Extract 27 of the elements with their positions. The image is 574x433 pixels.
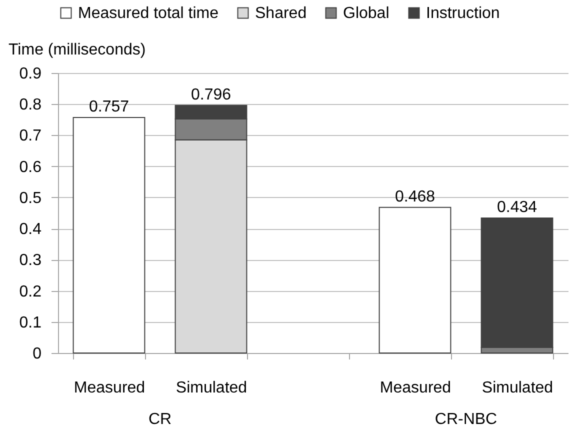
legend-label: Measured total time — [78, 5, 219, 22]
bar — [72, 116, 146, 354]
total-label: 0.468 — [394, 188, 436, 206]
x-tick-label: Simulated — [482, 380, 554, 396]
y-tick-label: 0.1 — [19, 314, 42, 332]
total-label: 0.796 — [190, 86, 232, 104]
legend-label: Global — [343, 5, 390, 22]
y-tick-label: 0.6 — [19, 158, 42, 176]
x-tick-label: Measured — [74, 380, 146, 396]
y-tick-label: 0.4 — [19, 221, 42, 238]
bar — [378, 206, 452, 354]
y-tick-label: 0.2 — [19, 283, 42, 300]
y-tick-label: 0 — [32, 346, 42, 362]
y-axis-title: Time (milliseconds) — [8, 42, 146, 58]
total-label: 0.434 — [496, 198, 538, 216]
y-tick-label: 0.9 — [19, 66, 42, 82]
y-tick-label: 0.5 — [19, 190, 42, 207]
total-label: 0.757 — [88, 98, 130, 116]
y-tick-label: 0.8 — [19, 96, 42, 114]
x-tick-label: Measured — [380, 380, 452, 396]
text: CR — [148, 411, 172, 428]
legend-label: Instruction — [426, 5, 500, 22]
x-tick-label: Simulated — [176, 380, 248, 396]
legend-label: Shared — [255, 5, 307, 22]
y-tick-label: 0.3 — [19, 252, 42, 270]
text: CR-NBC — [434, 411, 498, 428]
y-tick-label: 0.7 — [19, 128, 42, 145]
